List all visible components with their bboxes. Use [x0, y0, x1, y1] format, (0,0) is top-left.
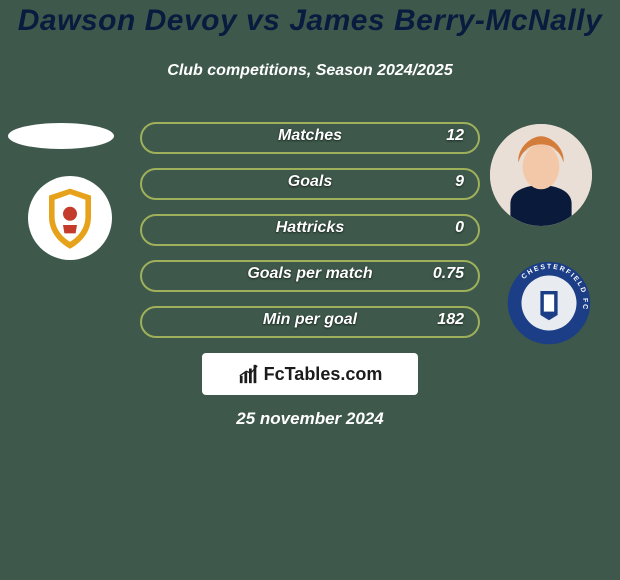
person-icon: [490, 124, 592, 226]
stat-value-right: 0.75: [433, 265, 464, 283]
stat-label: Hattricks: [142, 219, 478, 237]
stat-value-right: 9: [455, 173, 464, 191]
right-player-avatar: [490, 124, 592, 226]
branding-text: FcTables.com: [264, 364, 383, 385]
page-subtitle: Club competitions, Season 2024/2025: [0, 62, 620, 80]
stat-label: Goals per match: [142, 265, 478, 283]
stat-row: Min per goal182: [140, 306, 480, 338]
stat-label: Goals: [142, 173, 478, 191]
stat-label: Matches: [142, 127, 478, 145]
left-club-badge: [28, 176, 112, 260]
club-crest-icon: CHESTERFIELD FC: [506, 260, 592, 346]
stat-value-right: 182: [437, 311, 464, 329]
stat-row: Goals per match0.75: [140, 260, 480, 292]
comparison-card: Dawson Devoy vs James Berry-McNally Club…: [0, 0, 620, 580]
branding-box: FcTables.com: [202, 353, 418, 395]
bar-chart-icon: [238, 363, 260, 385]
stat-row: Goals9: [140, 168, 480, 200]
right-club-badge: CHESTERFIELD FC: [506, 260, 592, 346]
shield-icon: [35, 183, 105, 253]
stat-value-right: 12: [446, 127, 464, 145]
stat-row: Matches12: [140, 122, 480, 154]
page-title: Dawson Devoy vs James Berry-McNally: [0, 4, 620, 38]
stat-label: Min per goal: [142, 311, 478, 329]
date-label: 25 november 2024: [0, 409, 620, 429]
left-player-avatar: [8, 123, 114, 149]
stat-value-right: 0: [455, 219, 464, 237]
stat-row: Hattricks0: [140, 214, 480, 246]
